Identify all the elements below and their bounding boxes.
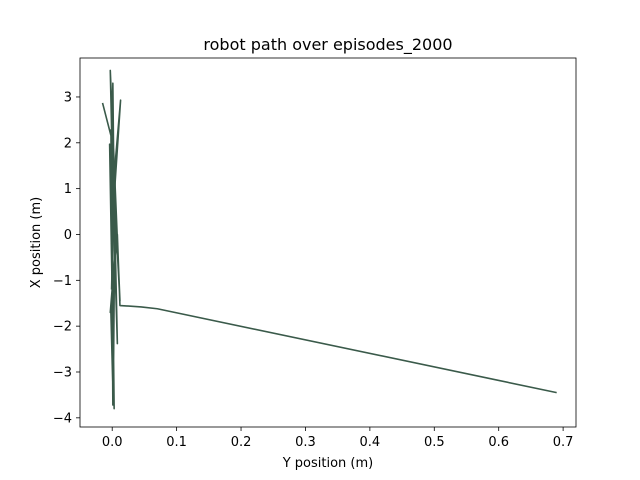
axes-frame — [79, 57, 577, 428]
chart-title: robot path over episodes_2000 — [203, 35, 452, 55]
x-tick-label: 0.0 — [102, 435, 123, 450]
y-tick-label: 2 — [64, 136, 72, 151]
x-tick-label: 0.3 — [295, 435, 316, 450]
y-axis: −4 −3 −2 −1 0 1 2 3 — [53, 90, 80, 426]
x-tick-label: 0.2 — [231, 435, 252, 450]
x-tick-label: 0.1 — [166, 435, 187, 450]
x-axis-label: Y position (m) — [282, 456, 374, 471]
x-axis: 0.0 0.1 0.2 0.3 0.4 0.5 0.6 0.7 — [102, 427, 574, 450]
x-tick-label: 0.5 — [424, 435, 445, 450]
x-tick-label: 0.7 — [553, 435, 574, 450]
x-tick-label: 0.6 — [488, 435, 509, 450]
path-line-0 — [101, 69, 557, 410]
y-tick-label: −1 — [53, 274, 72, 289]
y-tick-label: 3 — [64, 90, 72, 105]
plot-area — [101, 69, 557, 410]
path-line-1 — [110, 99, 122, 398]
y-tick-label: 0 — [64, 228, 72, 243]
y-tick-label: −4 — [53, 411, 72, 426]
y-tick-label: −2 — [53, 320, 72, 335]
y-tick-label: −3 — [53, 365, 72, 380]
x-tick-label: 0.4 — [360, 435, 381, 450]
y-axis-label: X position (m) — [29, 197, 44, 288]
y-tick-label: 1 — [64, 182, 72, 197]
